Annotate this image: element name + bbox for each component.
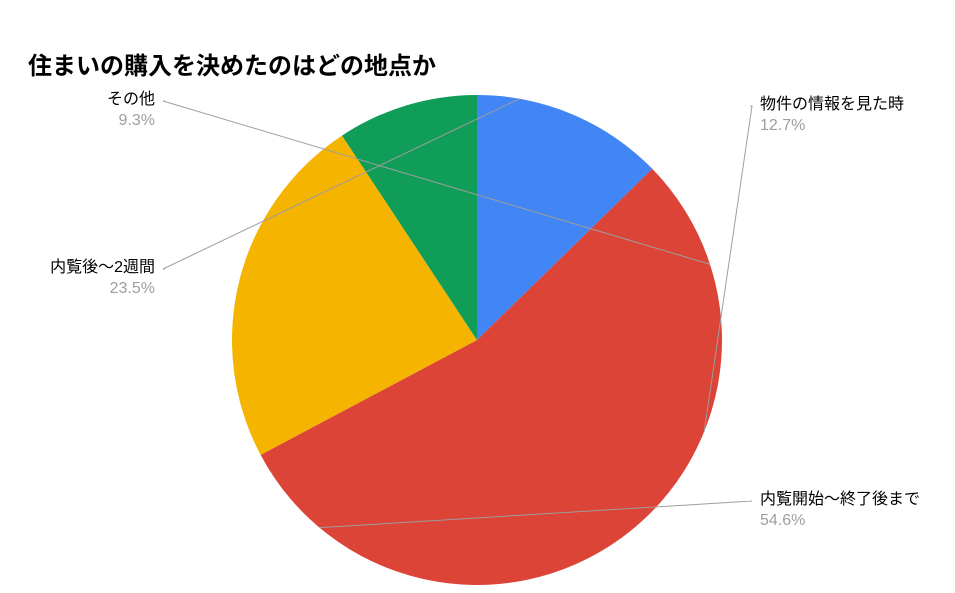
callout-name: 内覧後〜2週間	[50, 258, 155, 279]
callout-name: 物件の情報を見た時	[760, 95, 904, 116]
callout-name: 内覧開始〜終了後まで	[760, 490, 920, 511]
pie-callout: 内覧開始〜終了後まで54.6%	[760, 490, 920, 532]
callout-pct: 12.7%	[760, 116, 904, 137]
pie-callout: その他9.3%	[107, 90, 155, 132]
pie-callout: 内覧後〜2週間23.5%	[50, 258, 155, 300]
callout-pct: 54.6%	[760, 511, 920, 532]
callout-pct: 9.3%	[107, 111, 155, 132]
pie-callout: 物件の情報を見た時12.7%	[760, 95, 904, 137]
callout-pct: 23.5%	[50, 279, 155, 300]
callout-name: その他	[107, 90, 155, 111]
